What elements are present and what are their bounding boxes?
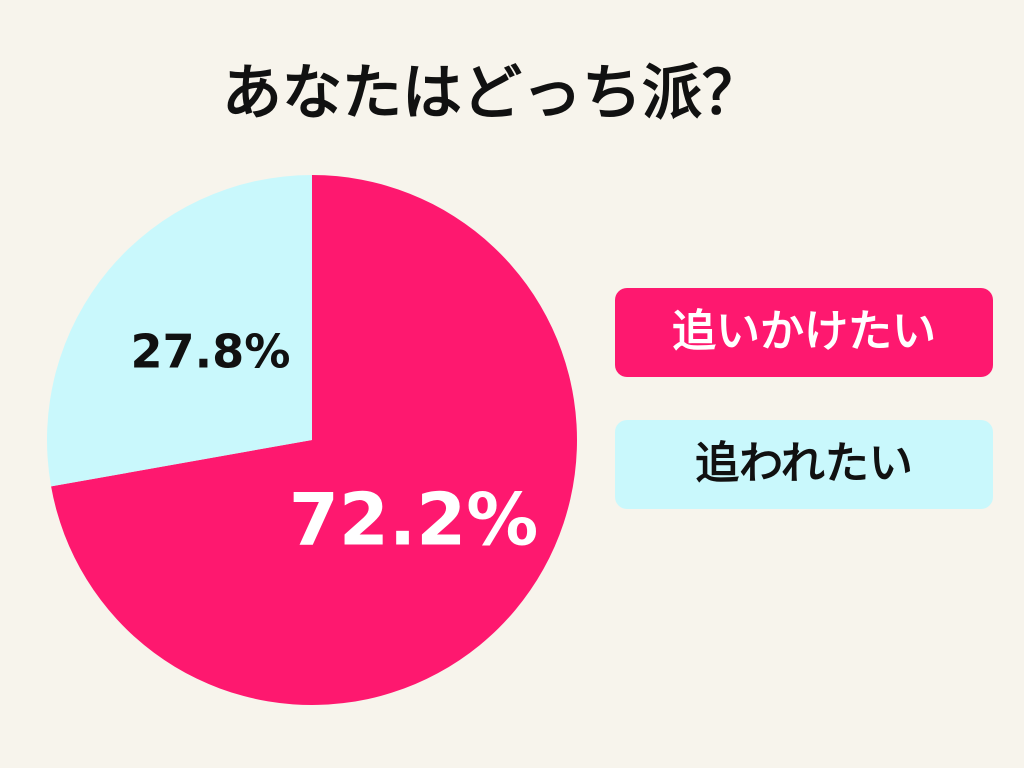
pie-slice [46,175,312,487]
pie-slice [51,175,577,705]
slice-label: 27.8% [130,324,290,378]
chart-title: あなたはどっち派？ [222,59,762,129]
legend-box [615,288,993,377]
slice-label: 72.2% [289,478,538,562]
legend-box [615,420,993,509]
legend-label: 追われたい [695,438,913,489]
legend-label: 追いかけたい [672,306,936,357]
